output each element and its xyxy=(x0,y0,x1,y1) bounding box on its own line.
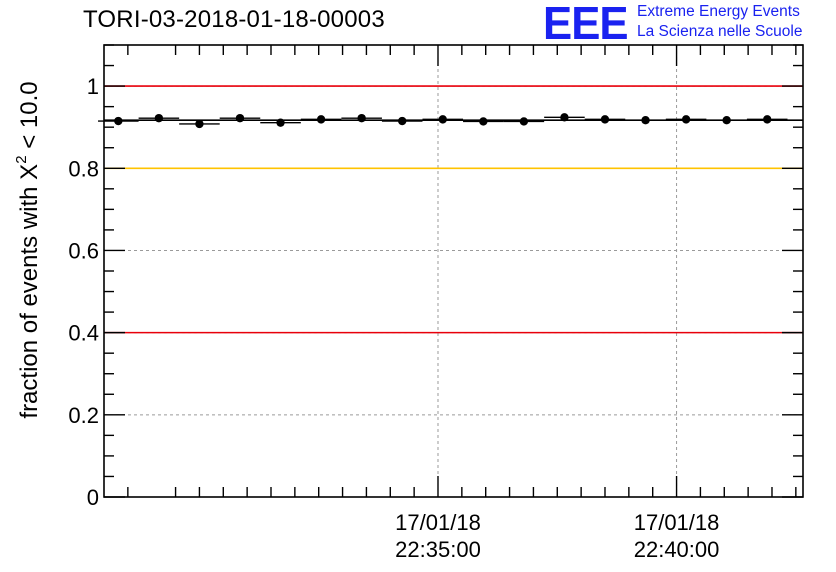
data-point xyxy=(276,118,285,127)
y-tick-label: 0.8 xyxy=(68,156,99,181)
y-axis-title-superscript: 2 xyxy=(13,155,30,164)
y-tick-label: 1 xyxy=(87,74,99,99)
y-axis-title-suffix: < 10.0 xyxy=(16,81,43,156)
data-point xyxy=(641,115,650,125)
logo-line-2: La Scienza nelle Scuole xyxy=(637,23,803,40)
y-axis-title: fraction of events with X2 < 10.0 xyxy=(13,81,44,419)
data-point xyxy=(560,113,569,122)
data-point xyxy=(114,116,123,126)
x-tick-label-date: 17/01/18 xyxy=(634,510,720,535)
plot-frame xyxy=(103,44,804,498)
x-tick-label-time: 22:35:00 xyxy=(395,537,481,562)
y-tick-label: 0.6 xyxy=(68,238,99,263)
x-tick-label-time: 22:40:00 xyxy=(634,537,720,562)
data-point xyxy=(154,113,164,123)
data-point xyxy=(357,113,366,123)
data-point xyxy=(398,116,407,126)
y-tick-label: 0.4 xyxy=(68,321,99,346)
eee-logo: EEE xyxy=(543,0,629,49)
data-point xyxy=(479,117,488,126)
y-tick-label: 0.2 xyxy=(68,403,99,428)
data-point xyxy=(235,113,245,123)
y-axis-title-prefix: fraction of events with X xyxy=(16,163,43,419)
data-point xyxy=(763,115,772,124)
y-tick-label: 0 xyxy=(87,485,99,510)
data-point xyxy=(316,115,326,124)
chart-title: TORI-03-2018-01-18-00003 xyxy=(83,6,385,33)
logo-line-1: Extreme Energy Events xyxy=(637,3,800,20)
data-point xyxy=(195,119,204,129)
data-point xyxy=(438,115,447,124)
data-point xyxy=(600,115,610,124)
x-tick-label-date: 17/01/18 xyxy=(395,510,481,535)
data-point xyxy=(519,117,529,126)
data-point xyxy=(681,115,691,124)
data-point xyxy=(722,115,731,125)
